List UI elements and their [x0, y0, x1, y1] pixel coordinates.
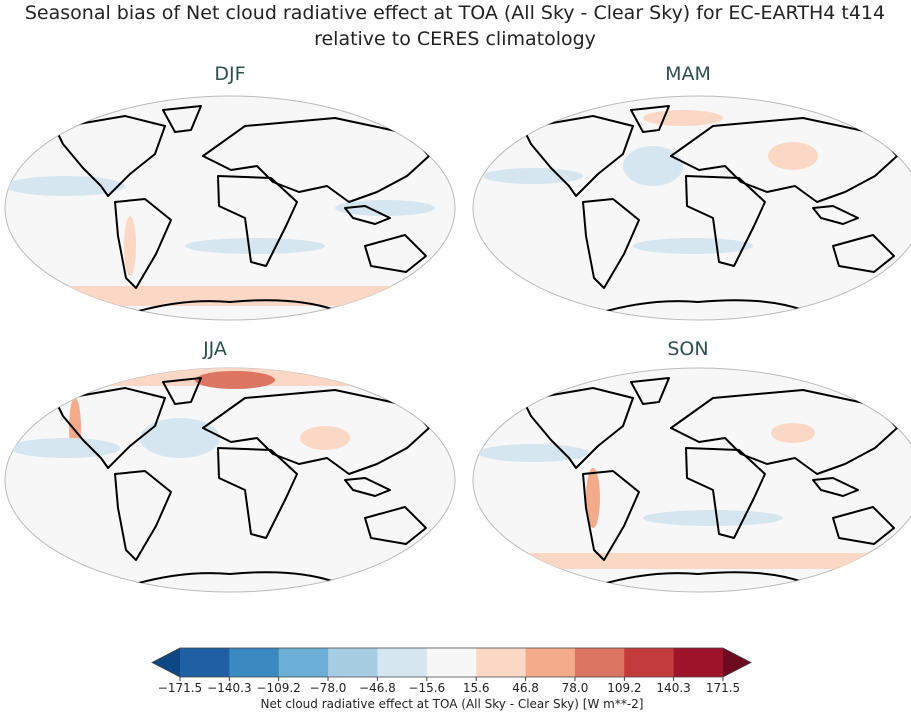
panel-title: JJA: [202, 338, 227, 360]
colorbar-box: [476, 648, 527, 677]
colorbar-tick-label: −46.8: [359, 681, 396, 695]
colorbar-extend: [152, 648, 180, 677]
colorbar-tick-label: −15.6: [408, 681, 445, 695]
colorbar-box: [624, 648, 675, 677]
colorbar-tick-label: −78.0: [310, 681, 347, 695]
colorbar-label: Net cloud radiative effect at TOA (All S…: [261, 697, 644, 711]
colorbar-tick-label: 46.8: [512, 681, 539, 695]
colorbar-box: [278, 648, 329, 677]
colorbar-box: [377, 648, 428, 677]
panel-title: MAM: [665, 63, 711, 85]
colorbar-box: [426, 648, 477, 677]
map-panel: [4, 367, 456, 593]
colorbar: −171.5 −140.3 −109.2 −78.0 −46.8 −15.6 15.6 46.…: [151, 647, 752, 695]
colorbar-tick-label: 78.0: [562, 681, 589, 695]
colorbar-box: [229, 648, 280, 677]
colorbar-tick-label: −171.5: [158, 681, 202, 695]
colorbar-tick-label: 140.3: [656, 681, 690, 695]
colorbar-box: [525, 648, 576, 677]
colorbar-tick-label: 15.6: [463, 681, 490, 695]
colorbar-box: [673, 648, 724, 677]
colorbar-box: [574, 648, 625, 677]
panel-title: DJF: [214, 63, 245, 85]
colorbar-tick-label: 171.5: [706, 681, 740, 695]
colorbar-box: [180, 648, 230, 677]
figure-subtitle: relative to CERES climatology: [314, 28, 596, 50]
colorbar-tick-label: −109.2: [256, 681, 300, 695]
map-panel: [472, 367, 911, 593]
map-panel: [4, 95, 456, 321]
panel-title: SON: [667, 338, 708, 360]
colorbar-tick-label: −140.3: [207, 681, 251, 695]
colorbar-box: [328, 648, 378, 677]
colorbar-tick-label: 109.2: [607, 681, 641, 695]
colorbar-extend: [723, 648, 751, 677]
figure-title: Seasonal bias of Net cloud radiative eff…: [25, 2, 885, 24]
map-panel: [472, 95, 911, 321]
